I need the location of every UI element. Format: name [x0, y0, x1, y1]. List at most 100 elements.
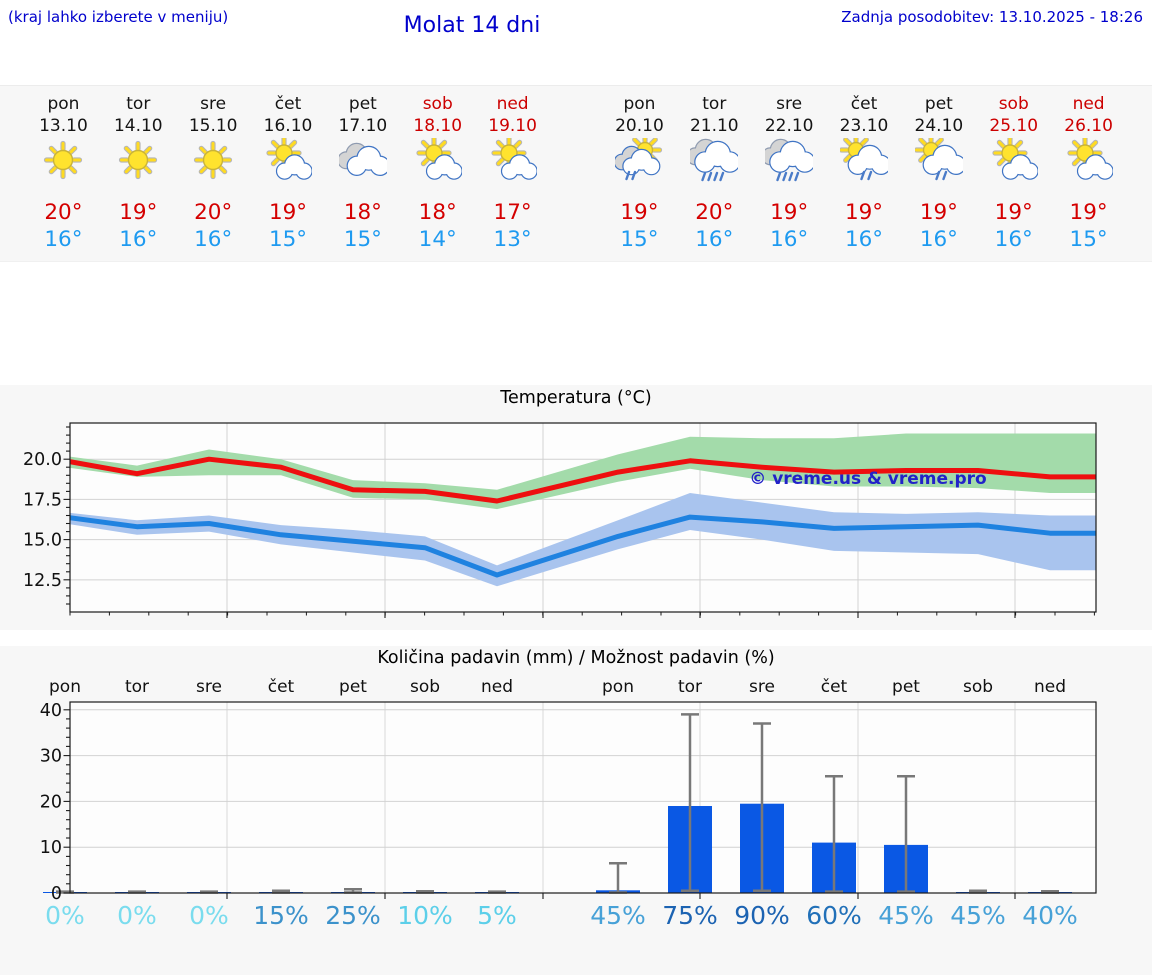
day-date: 20.10	[615, 116, 664, 136]
rain-icon	[677, 138, 752, 188]
day-name: tor	[702, 94, 727, 114]
rain-shape	[625, 170, 637, 181]
sun-shape	[194, 140, 233, 180]
rain-shape	[860, 170, 873, 181]
low-temp: 16°	[844, 227, 884, 252]
min-temp-line	[70, 514, 1096, 578]
precip-probability: 60%	[806, 901, 862, 930]
last-updated-label: Zadnja posodobitev: 13.10.2025 - 18:26	[841, 8, 1143, 26]
sun-shower-icon	[827, 132, 902, 188]
precip-probability: 0%	[189, 901, 229, 930]
weather-glyph	[838, 132, 892, 181]
y-axis-label: 12.5	[23, 571, 62, 591]
day-date: 19.10	[488, 116, 537, 136]
day-name: pon	[623, 94, 656, 114]
precip-probability: 15%	[253, 901, 309, 930]
cloud-shape	[425, 154, 463, 180]
plot-border	[69, 422, 1097, 613]
forecast-day-17.10: pet 17.10 18° 15°	[325, 86, 400, 261]
rain-shape	[701, 171, 725, 182]
forecast-day-18.10: sob 18.10 18° 14°	[400, 86, 475, 261]
partly-icon	[251, 135, 326, 188]
cloudy-icon	[325, 138, 400, 188]
weather-glyph	[337, 142, 391, 176]
rain-shape	[776, 171, 800, 182]
day-name: sre	[200, 94, 227, 114]
cloud-shape	[847, 144, 892, 175]
precipitation-chart: pon tor sre čet pet sob ned pon tor sre čet pet sob n…	[40, 677, 1097, 930]
high-temp: 18°	[418, 200, 457, 225]
low-temp: 16°	[44, 227, 83, 252]
day-name: ned	[1072, 94, 1105, 114]
weather-glyph	[194, 140, 233, 180]
y-axis-label: 30	[40, 747, 62, 767]
high-temp: 19°	[620, 200, 659, 225]
forecast-day-14.10: tor 14.10 19° 16°	[101, 86, 176, 261]
plot-area	[70, 702, 1096, 893]
cloud-shape	[500, 154, 538, 180]
day-date: 14.10	[113, 116, 163, 136]
plot-border	[69, 701, 1097, 894]
cloud-shape	[1001, 154, 1039, 180]
precipitation-chart-title: Količina padavin (mm) / Možnost padavin …	[377, 648, 775, 668]
precip-probability: 75%	[662, 901, 718, 930]
day-name: tor	[126, 94, 151, 114]
day-date: 25.10	[989, 116, 1039, 136]
sun-rain-icon	[602, 132, 677, 188]
high-temp: 19°	[770, 200, 809, 225]
day-date: 22.10	[764, 116, 814, 136]
forecast-strip: pon 13.10 20° 16° tor 14.10 19° 16° sre 15.10 20° 1…	[0, 85, 1152, 262]
day-label: sre	[749, 677, 775, 697]
day-date: 17.10	[338, 116, 388, 136]
high-temp: 20°	[44, 200, 83, 225]
sun-shape	[44, 140, 83, 180]
day-label: sre	[196, 677, 222, 697]
location-hint: (kraj lahko izberete v meniju)	[8, 8, 229, 26]
weather-glyph	[761, 138, 816, 182]
max-temp-band	[70, 433, 1096, 510]
y-axis-label: 0	[51, 884, 62, 904]
day-date: 24.10	[914, 116, 964, 136]
weather-glyph	[119, 140, 158, 180]
day-date: 15.10	[188, 116, 238, 136]
forecast-day-19.10: ned 19.10 17° 13°	[475, 86, 550, 261]
day-date: 13.10	[39, 116, 88, 136]
weather-glyph	[1066, 135, 1114, 180]
day-label: tor	[678, 677, 702, 697]
high-temp: 17°	[493, 200, 532, 225]
day-label: čet	[821, 677, 848, 697]
high-temp: 19°	[844, 200, 884, 225]
day-label: ned	[1034, 677, 1066, 697]
high-temp: 19°	[1069, 200, 1108, 225]
day-name: sob	[998, 94, 1029, 114]
day-name: sob	[422, 94, 453, 114]
day-name: pet	[348, 94, 377, 114]
max-temp-line	[70, 456, 1096, 504]
forecast-day-21.10: tor 21.10 20° 16°	[677, 86, 752, 261]
high-temp: 19°	[268, 200, 308, 225]
day-label: pet	[339, 677, 367, 697]
day-name: pon	[47, 94, 80, 114]
day-name: pet	[924, 94, 953, 114]
day-label: pet	[892, 677, 920, 697]
cloud-shape	[769, 140, 816, 173]
partly-icon	[400, 135, 475, 188]
forecast-day-23.10: čet 23.10 19° 16°	[827, 86, 902, 261]
low-temp: 15°	[268, 227, 308, 252]
weather-glyph	[490, 135, 538, 180]
day-label: tor	[125, 677, 149, 697]
cloud-shape	[622, 148, 661, 176]
weather-glyph	[992, 135, 1039, 180]
min-temp-band	[70, 493, 1096, 587]
precip-probability: 25%	[325, 901, 381, 930]
page-title: Molat 14 dni	[403, 13, 541, 38]
forecast-day-22.10: sre 22.10 19° 16°	[752, 86, 827, 261]
weather-glyph	[266, 135, 313, 180]
low-temp: 16°	[194, 227, 233, 252]
precip-probability: 5%	[477, 901, 517, 930]
temperature-chart-title: Temperatura (°C)	[500, 388, 652, 408]
weather-glyph	[614, 132, 663, 181]
partly-icon	[1051, 135, 1126, 188]
cloud-shape	[275, 154, 313, 180]
day-label: čet	[268, 677, 295, 697]
